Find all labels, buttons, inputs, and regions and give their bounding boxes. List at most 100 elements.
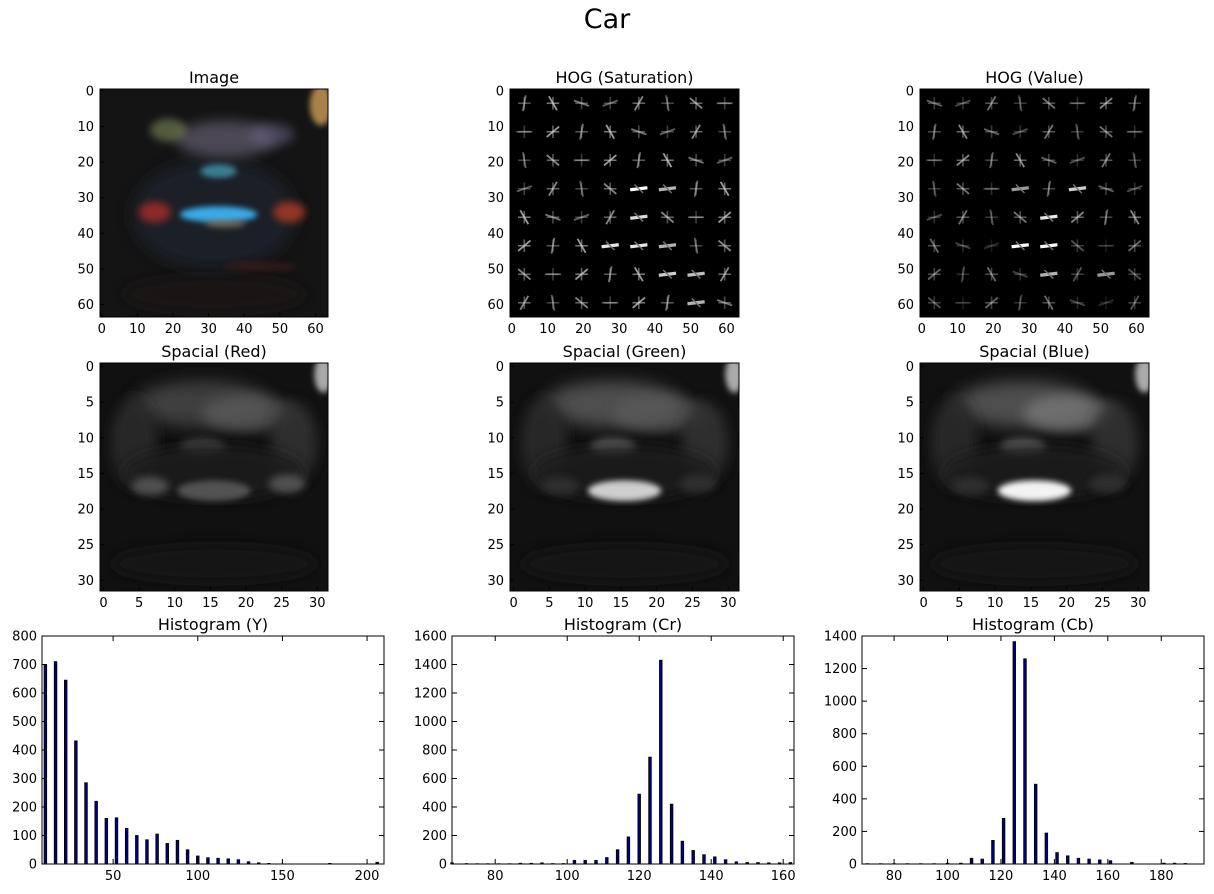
hog-gradient bbox=[605, 240, 615, 251]
image-blob bbox=[931, 545, 1138, 582]
hog-gradient bbox=[630, 128, 647, 136]
histogram-panel: Histogram (Cb) 80 100 120 140 160 180 0 200 400 60… bbox=[824, 615, 1205, 884]
hog-gradient bbox=[1129, 209, 1140, 225]
x-tick-label: 60 bbox=[1128, 322, 1145, 337]
hog-cell bbox=[517, 267, 532, 281]
y-tick-label: 30 bbox=[897, 191, 914, 206]
hog-cell bbox=[1070, 210, 1085, 224]
x-tick-label: 15 bbox=[202, 596, 219, 611]
hog-gradient bbox=[1044, 240, 1054, 251]
hog-gradient bbox=[603, 182, 617, 195]
hog-gradient bbox=[602, 99, 619, 107]
y-tick-label: 60 bbox=[77, 298, 94, 313]
hog-gradient bbox=[550, 237, 556, 254]
y-tick-label: 800 bbox=[12, 630, 37, 645]
hog-cell bbox=[718, 266, 731, 282]
hog-cell bbox=[1128, 209, 1141, 225]
hog-gradient bbox=[517, 268, 532, 281]
hog-cell bbox=[956, 124, 970, 140]
hog-cell bbox=[1099, 152, 1113, 168]
axes-frame bbox=[861, 635, 1205, 865]
hog-gradient bbox=[932, 180, 937, 197]
hog-gradient bbox=[1015, 152, 1025, 168]
hog-cell bbox=[1013, 152, 1027, 168]
image-blob bbox=[532, 444, 717, 500]
x-tick-label: 80 bbox=[487, 869, 504, 884]
hog-cell bbox=[1127, 239, 1142, 253]
hog-gradient bbox=[1101, 152, 1111, 168]
hog-cell bbox=[1040, 153, 1057, 167]
y-tick-label: 0 bbox=[906, 84, 914, 99]
hog-cell bbox=[518, 295, 531, 311]
hog-cell bbox=[985, 152, 998, 169]
hog-cell bbox=[516, 182, 533, 196]
y-tick-label: 30 bbox=[77, 574, 94, 589]
y-tick-label: 800 bbox=[832, 727, 857, 742]
histogram-panel: Histogram (Cr)80 100 120 140 160020040060080… bbox=[414, 615, 796, 884]
hog-cell bbox=[546, 237, 560, 254]
image-blob bbox=[309, 89, 328, 126]
hog-cell bbox=[632, 266, 646, 282]
axes-frame bbox=[41, 635, 385, 865]
hog-cell bbox=[926, 153, 943, 167]
hog-gradient bbox=[548, 95, 558, 111]
hog-gradient bbox=[665, 294, 670, 311]
y-tick-label: 1000 bbox=[414, 715, 447, 730]
hog-gradient bbox=[1099, 125, 1113, 138]
hog-gradient bbox=[1044, 269, 1054, 280]
hog-cell bbox=[518, 95, 531, 112]
hog-cell bbox=[516, 125, 533, 139]
image-blob bbox=[587, 480, 662, 501]
hog-gradient bbox=[603, 154, 617, 167]
x-tick-label: 100 bbox=[935, 869, 960, 884]
hog-gradient bbox=[956, 182, 970, 195]
histogram-bar bbox=[605, 857, 609, 865]
y-tick-label: 50 bbox=[487, 262, 504, 277]
hog-gradient bbox=[956, 154, 970, 167]
x-tick-label: 0 bbox=[99, 596, 107, 611]
x-tick-label: 20 bbox=[238, 596, 255, 611]
histogram-bar bbox=[94, 800, 98, 865]
y-tick-label: 10 bbox=[897, 431, 914, 446]
x-tick-label: 30 bbox=[611, 322, 628, 337]
hog-cell bbox=[689, 180, 703, 197]
x-tick-label: 25 bbox=[1094, 596, 1111, 611]
hog-gradient bbox=[716, 156, 733, 164]
hog-gradient bbox=[516, 185, 533, 193]
histogram-bar bbox=[114, 817, 119, 865]
hog-cell bbox=[546, 181, 560, 197]
y-tick-label: 0 bbox=[439, 858, 447, 873]
histogram-bar bbox=[1076, 857, 1081, 865]
hog-cell bbox=[518, 209, 531, 225]
x-tick-label: 20 bbox=[165, 322, 182, 337]
hog-cell bbox=[630, 183, 648, 194]
hog-cell bbox=[573, 96, 590, 110]
hog-gradient bbox=[1069, 299, 1086, 307]
hog-gradient bbox=[634, 240, 644, 251]
y-tick-label: 10 bbox=[77, 431, 94, 446]
hog-cell bbox=[717, 210, 732, 224]
histogram-bar bbox=[84, 782, 88, 865]
y-tick-label: 15 bbox=[897, 467, 914, 482]
hog-cell bbox=[602, 96, 619, 110]
x-tick-label: 30 bbox=[1021, 322, 1038, 337]
hog-gradient bbox=[1017, 294, 1023, 311]
panel-title: Spacial (Green) bbox=[563, 342, 687, 361]
y-tick-label: 200 bbox=[12, 801, 37, 816]
hog-cell bbox=[1040, 240, 1058, 251]
y-tick-label: 25 bbox=[77, 538, 94, 553]
hog-cell bbox=[1040, 269, 1058, 280]
image-blob bbox=[177, 480, 251, 501]
hog-cell bbox=[689, 96, 703, 110]
hog-cell bbox=[546, 294, 560, 311]
histogram-bar bbox=[969, 857, 974, 865]
image-blob bbox=[122, 275, 306, 313]
figure-title: Car bbox=[583, 4, 631, 35]
y-tick-label: 0 bbox=[496, 84, 504, 99]
hog-gradient bbox=[1069, 156, 1086, 164]
panel-title: HOG (Value) bbox=[985, 68, 1084, 87]
x-tick-label: 5 bbox=[135, 596, 143, 611]
hog-gradient bbox=[662, 240, 673, 251]
y-tick-label: 400 bbox=[832, 792, 857, 807]
hog-cell bbox=[928, 123, 941, 140]
